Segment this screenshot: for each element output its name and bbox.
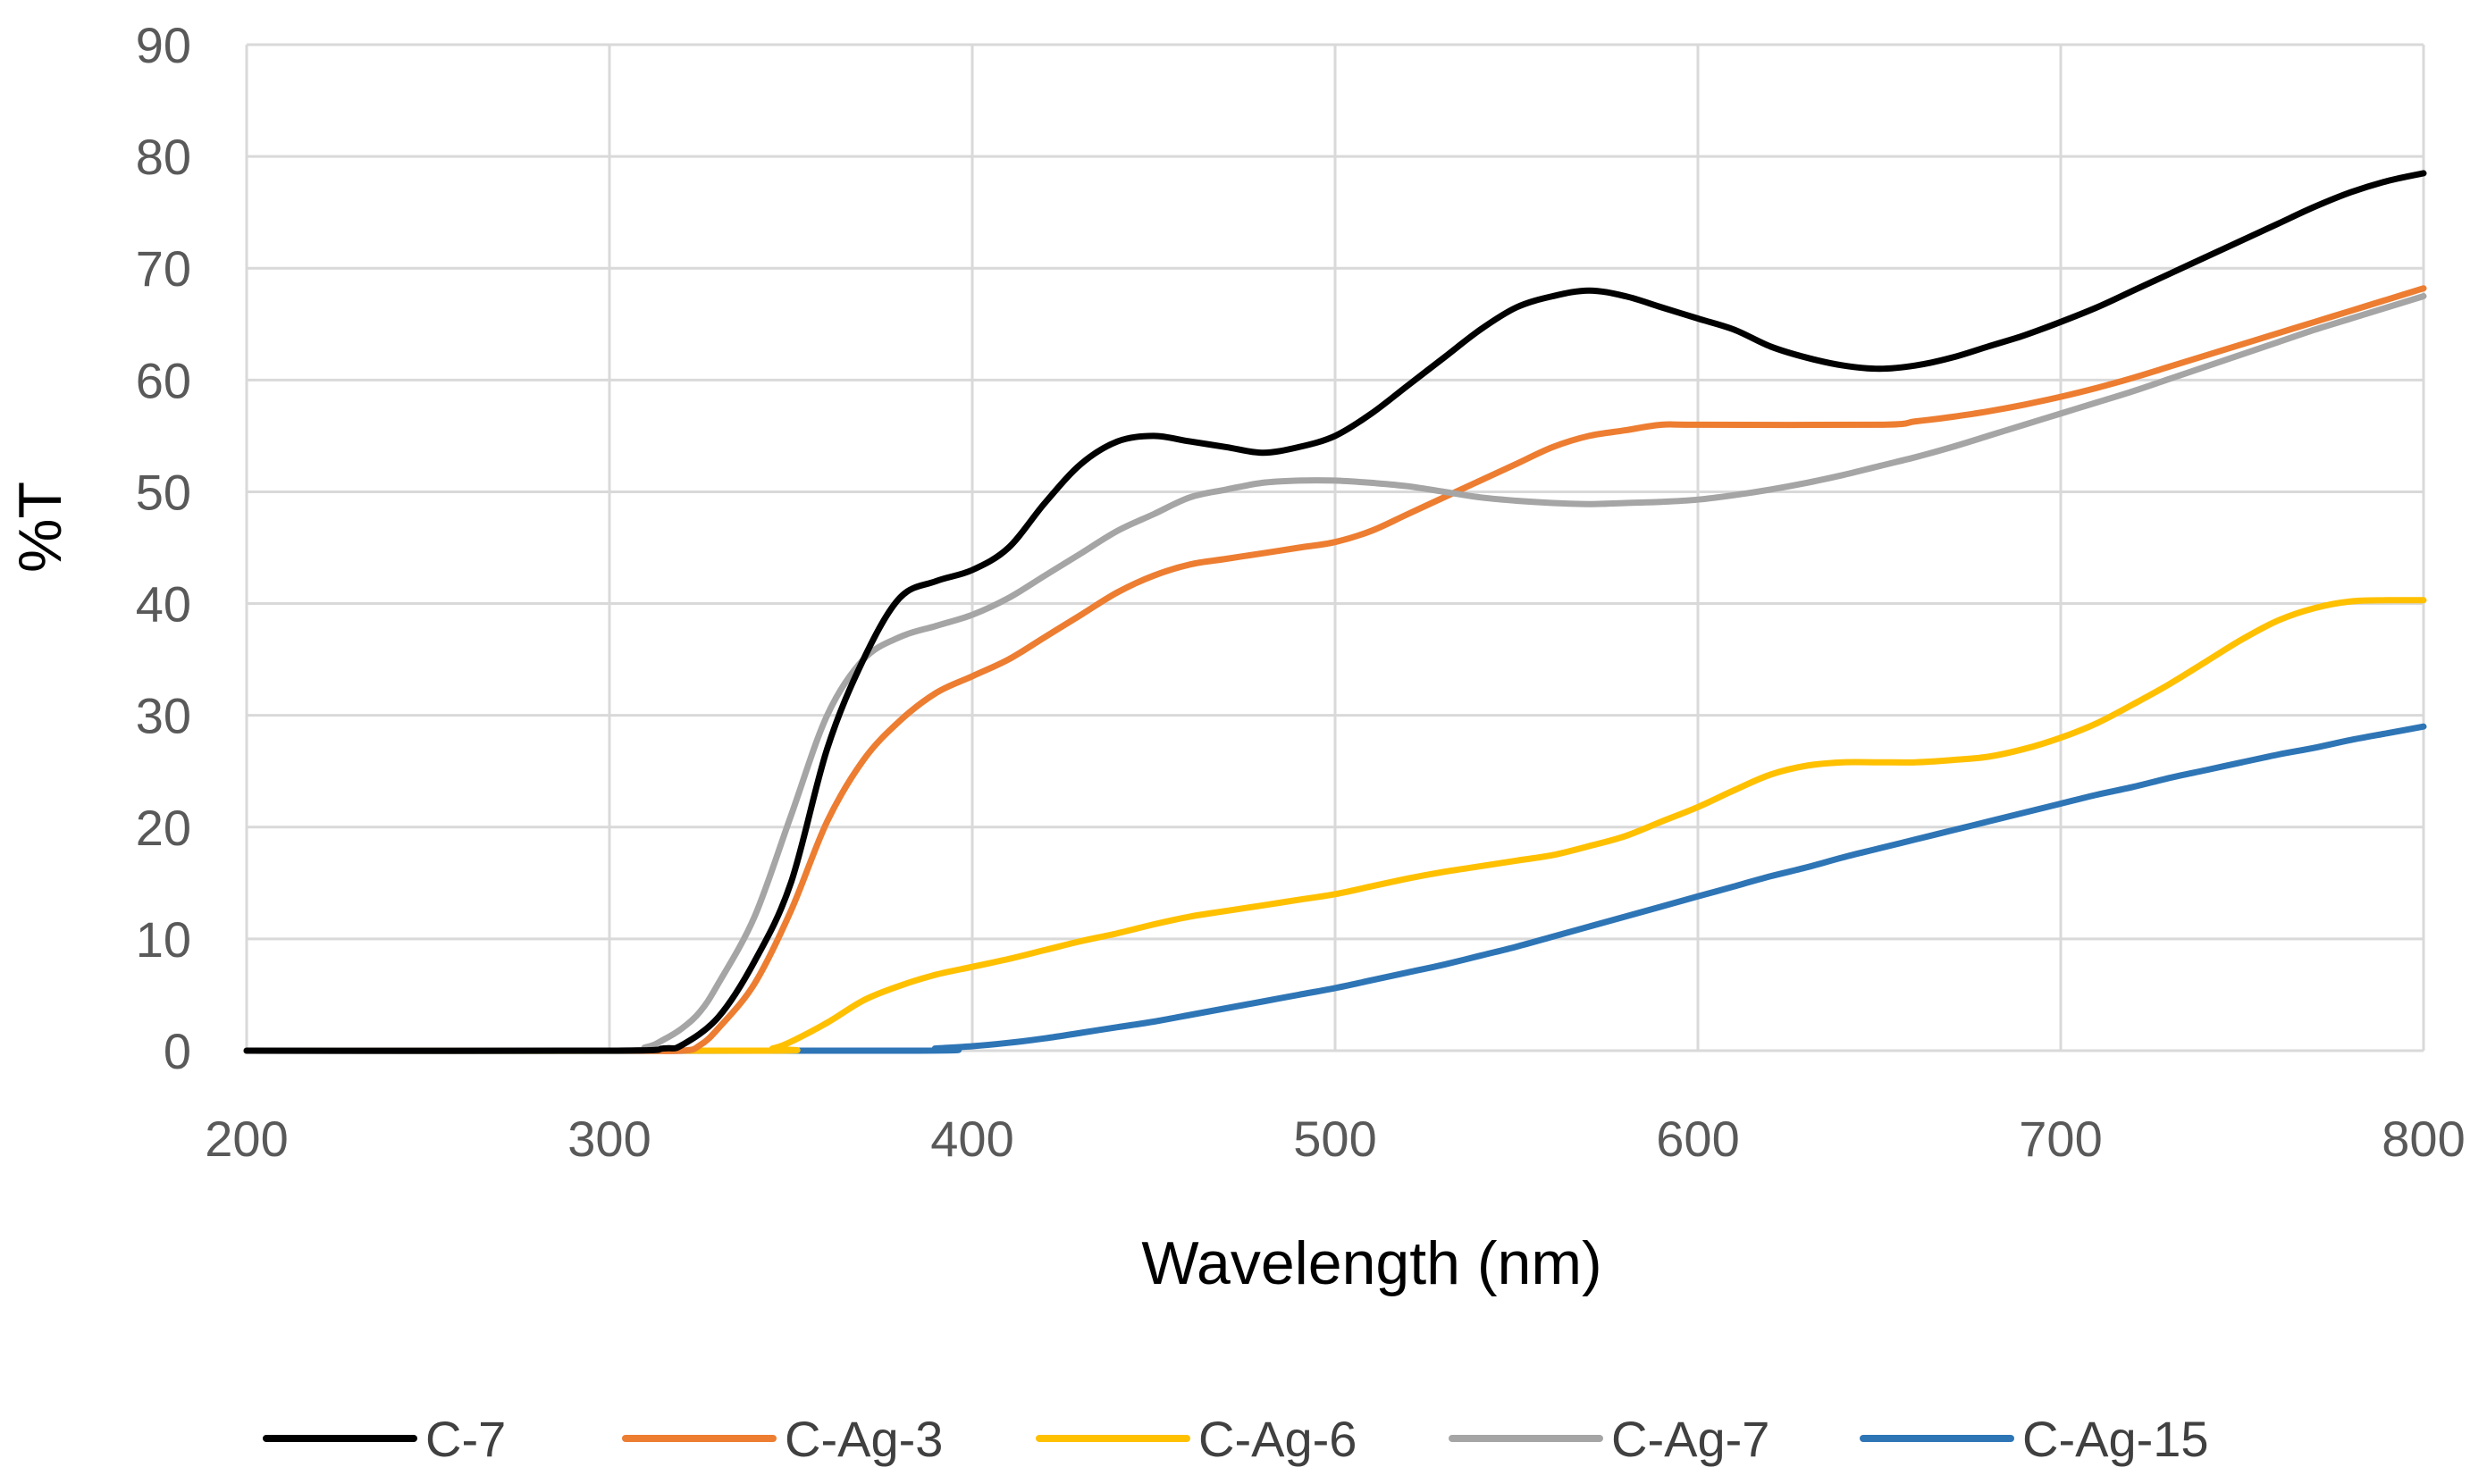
y-tick-label: 20 bbox=[136, 800, 191, 856]
series-line-c-ag-6 bbox=[243, 597, 2427, 1054]
x-tick-label: 300 bbox=[567, 1111, 651, 1167]
y-tick-label: 10 bbox=[136, 911, 191, 968]
series-line-c-ag-15 bbox=[243, 723, 2427, 1054]
x-tick-label: 600 bbox=[1656, 1111, 1739, 1167]
x-tick-labels: 200 300 400 500 600 700 800 bbox=[205, 1111, 2465, 1167]
legend-label-c-7: C-7 bbox=[425, 1411, 506, 1467]
series-line-c-7 bbox=[243, 170, 2427, 1054]
series-lines bbox=[243, 170, 2427, 1054]
x-tick-label: 200 bbox=[205, 1111, 288, 1167]
legend-label-c-ag-6: C-Ag-6 bbox=[1198, 1411, 1357, 1467]
y-tick-label: 0 bbox=[164, 1023, 191, 1079]
grid-lines bbox=[245, 43, 2425, 1052]
y-tick-label: 90 bbox=[136, 17, 191, 73]
legend-label-c-ag-15: C-Ag-15 bbox=[2022, 1411, 2209, 1467]
x-tick-label: 700 bbox=[2019, 1111, 2102, 1167]
x-axis-title: Wavelength (nm) bbox=[1141, 1229, 1601, 1297]
legend-label-c-ag-3: C-Ag-3 bbox=[785, 1411, 943, 1467]
y-tick-label: 80 bbox=[136, 129, 191, 185]
series-line-c-ag-3 bbox=[243, 285, 2427, 1054]
y-tick-label: 40 bbox=[136, 576, 191, 633]
y-tick-label: 70 bbox=[136, 240, 191, 297]
x-tick-label: 400 bbox=[930, 1111, 1013, 1167]
x-tick-label: 800 bbox=[2382, 1111, 2465, 1167]
series-line-c-ag-7 bbox=[243, 293, 2427, 1054]
y-tick-label: 30 bbox=[136, 688, 191, 744]
y-tick-label: 60 bbox=[136, 352, 191, 408]
y-tick-labels: 0 10 20 30 40 50 60 70 80 90 bbox=[136, 17, 191, 1079]
y-tick-label: 50 bbox=[136, 464, 191, 520]
x-tick-label: 500 bbox=[1293, 1111, 1376, 1167]
legend-label-c-ag-7: C-Ag-7 bbox=[1611, 1411, 1769, 1467]
legend: C-7 C-Ag-3 C-Ag-6 C-Ag-7 C-Ag-15 bbox=[263, 1411, 2209, 1467]
y-axis-title: %T bbox=[6, 482, 74, 573]
